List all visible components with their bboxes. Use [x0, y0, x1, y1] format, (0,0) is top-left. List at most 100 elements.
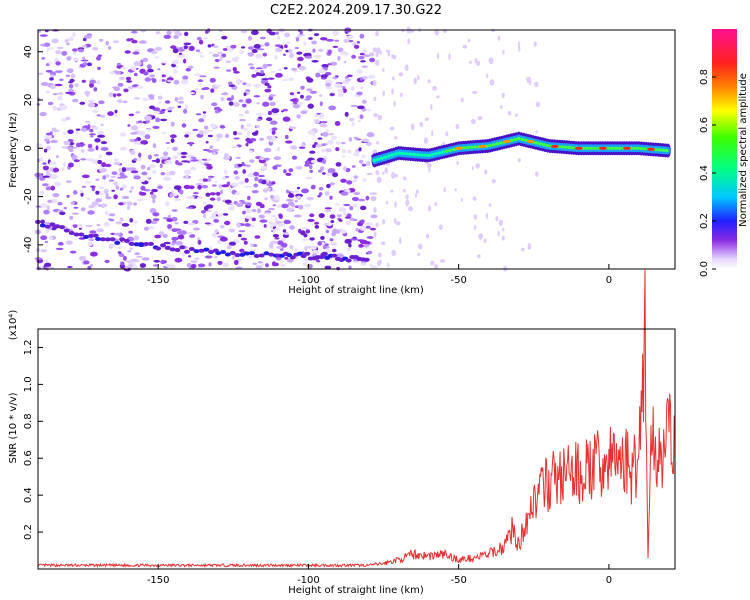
noise-speckle: [105, 151, 113, 156]
noise-speckle: [152, 218, 160, 222]
noise-speckle: [233, 102, 240, 107]
noise-speckle: [155, 158, 161, 164]
noise-speckle: [154, 111, 161, 114]
noise-speckle: [87, 143, 93, 149]
noise-speckle: [243, 92, 247, 97]
ridge-core: [426, 153, 431, 158]
noise-speckle: [282, 116, 291, 122]
noise-speckle: [347, 74, 353, 78]
noise-speckle: [324, 191, 330, 196]
noise-speckle: [320, 148, 326, 152]
noise-speckle: [203, 201, 207, 206]
noise-speckle: [209, 192, 217, 196]
noise-speckle: [154, 234, 162, 239]
low-band-blob: [160, 243, 166, 248]
noise-speckle: [357, 119, 362, 123]
sparse-speckle: [485, 212, 488, 220]
noise-speckle: [243, 185, 252, 188]
low-band-blob: [193, 249, 200, 254]
noise-speckle: [185, 104, 189, 110]
noise-speckle: [256, 118, 262, 122]
ridge-core: [491, 143, 496, 147]
noise-speckle: [140, 164, 146, 170]
noise-speckle: [107, 46, 112, 50]
noise-speckle: [295, 166, 303, 170]
noise-speckle: [160, 118, 168, 122]
noise-speckle: [342, 211, 347, 216]
sparse-speckle: [373, 207, 377, 214]
noise-speckle: [63, 207, 68, 210]
noise-speckle: [112, 86, 120, 89]
noise-speckle: [360, 60, 366, 63]
noise-speckle: [294, 248, 298, 252]
ridge-core: [570, 146, 575, 150]
noise-speckle: [162, 233, 168, 238]
sparse-speckle: [477, 254, 481, 259]
noise-speckle: [121, 223, 130, 227]
noise-speckle: [198, 118, 205, 123]
ridge-core: [433, 152, 438, 156]
noise-speckle: [285, 189, 290, 194]
sparse-speckle: [535, 101, 541, 108]
noise-speckle: [282, 79, 288, 81]
noise-speckle: [273, 156, 282, 161]
noise-speckle: [361, 219, 365, 225]
noise-speckle: [288, 77, 294, 81]
noise-speckle: [184, 134, 190, 138]
ridge-core: [520, 137, 525, 142]
noise-speckle: [68, 162, 74, 168]
noise-speckle: [103, 188, 109, 194]
noise-speckle: [221, 35, 228, 40]
ridge-core: [383, 155, 388, 159]
noise-speckle: [175, 241, 183, 246]
noise-speckle: [139, 179, 145, 182]
noise-speckle: [207, 44, 212, 48]
noise-speckle: [94, 138, 101, 143]
noise-speckle: [171, 242, 176, 246]
noise-speckle: [214, 229, 219, 234]
sparse-speckle: [415, 189, 419, 194]
sparse-speckle: [404, 64, 409, 72]
noise-speckle: [213, 66, 220, 69]
noise-speckle: [151, 188, 159, 193]
noise-speckle: [264, 88, 272, 93]
snr-x-label: Height of straight line (km): [288, 585, 424, 596]
noise-speckle: [179, 189, 184, 195]
sparse-speckle: [408, 206, 413, 212]
noise-speckle: [275, 72, 283, 78]
noise-speckle: [357, 239, 365, 242]
noise-speckle: [271, 127, 278, 131]
noise-speckle: [55, 247, 64, 251]
low-band-blob: [143, 242, 150, 246]
noise-speckle: [329, 195, 333, 200]
low-band-blob: [54, 224, 61, 229]
x-tick-label: 0: [606, 275, 612, 286]
noise-speckle: [319, 94, 323, 97]
noise-speckle: [326, 222, 333, 227]
noise-speckle: [272, 165, 278, 170]
noise-speckle: [214, 181, 218, 184]
noise-speckle: [75, 128, 81, 131]
noise-speckle: [370, 214, 378, 219]
noise-speckle: [343, 38, 350, 44]
noise-speckle: [170, 134, 177, 139]
sparse-speckle: [507, 111, 512, 116]
noise-speckle: [366, 141, 372, 147]
low-band-blob: [119, 237, 126, 242]
noise-speckle: [90, 135, 94, 138]
spectrogram-y-label: Frequency (Hz): [8, 112, 19, 188]
noise-speckle: [57, 241, 64, 246]
noise-speckle: [52, 167, 60, 173]
noise-speckle: [125, 76, 132, 81]
sparse-speckle: [399, 237, 402, 244]
noise-speckle: [294, 189, 300, 194]
y-tick-label: -40: [23, 237, 34, 253]
noise-speckle: [174, 257, 183, 263]
colorbar-tick-label: 0.2: [699, 213, 710, 229]
noise-speckle: [253, 95, 261, 98]
snr-y-multiplier: (x10⁴): [8, 310, 19, 341]
colorbar-label: Normalized spectral amplitude: [738, 73, 749, 227]
noise-speckle: [347, 35, 354, 39]
noise-speckle: [149, 74, 155, 78]
noise-speckle: [363, 54, 371, 58]
